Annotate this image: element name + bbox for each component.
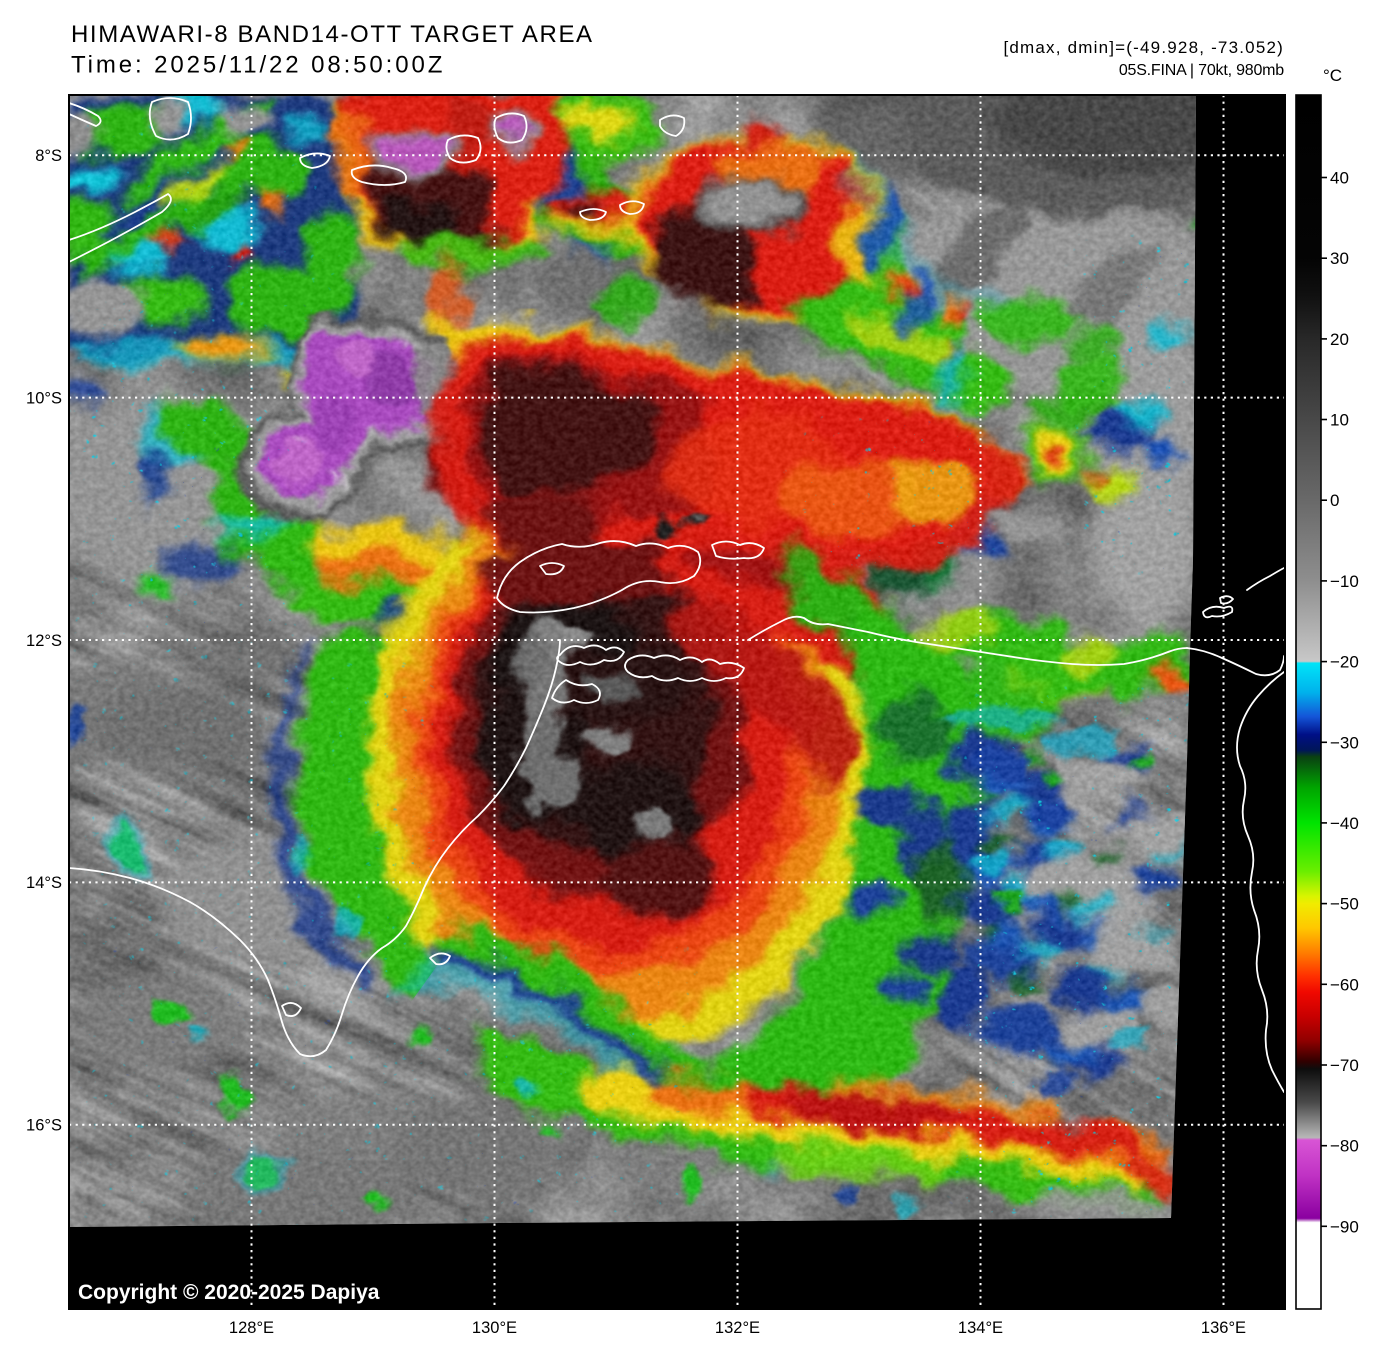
svg-text:HIMAWARI-8 BAND14-OTT TARGET A: HIMAWARI-8 BAND14-OTT TARGET AREA (71, 21, 594, 48)
svg-text:−70: −70 (1330, 1056, 1359, 1075)
svg-text:−90: −90 (1330, 1217, 1359, 1236)
svg-text:−20: −20 (1330, 653, 1359, 672)
svg-text:136°E: 136°E (1201, 1319, 1246, 1337)
svg-text:−40: −40 (1330, 814, 1359, 833)
svg-text:12°S: 12°S (26, 632, 62, 650)
svg-text:−80: −80 (1330, 1137, 1359, 1156)
svg-text:−50: −50 (1330, 895, 1359, 914)
svg-text:40: 40 (1330, 169, 1349, 188)
svg-text:−30: −30 (1330, 733, 1359, 752)
svg-text:Copyright © 2020-2025 Dapiya: Copyright © 2020-2025 Dapiya (78, 1281, 380, 1304)
svg-text:−10: −10 (1330, 572, 1359, 591)
svg-text:30: 30 (1330, 249, 1349, 268)
svg-text:16°S: 16°S (26, 1117, 62, 1135)
svg-text:−60: −60 (1330, 975, 1359, 994)
svg-text:134°E: 134°E (958, 1319, 1003, 1337)
svg-text:10°S: 10°S (26, 389, 62, 407)
svg-text:0: 0 (1330, 491, 1339, 510)
svg-text:[dmax, dmin]=(-49.928, -73.052: [dmax, dmin]=(-49.928, -73.052) (1003, 38, 1284, 57)
svg-text:05S.FINA | 70kt, 980mb: 05S.FINA | 70kt, 980mb (1119, 62, 1284, 79)
svg-text:128°E: 128°E (229, 1319, 274, 1337)
svg-text:10: 10 (1330, 411, 1349, 430)
svg-text:°C: °C (1323, 66, 1342, 85)
svg-text:132°E: 132°E (715, 1319, 760, 1337)
svg-text:20: 20 (1330, 330, 1349, 349)
svg-text:14°S: 14°S (26, 874, 62, 892)
svg-text:Time: 2025/11/22 08:50:00Z: Time: 2025/11/22 08:50:00Z (71, 52, 445, 79)
svg-text:130°E: 130°E (472, 1319, 517, 1337)
svg-text:8°S: 8°S (35, 147, 62, 165)
